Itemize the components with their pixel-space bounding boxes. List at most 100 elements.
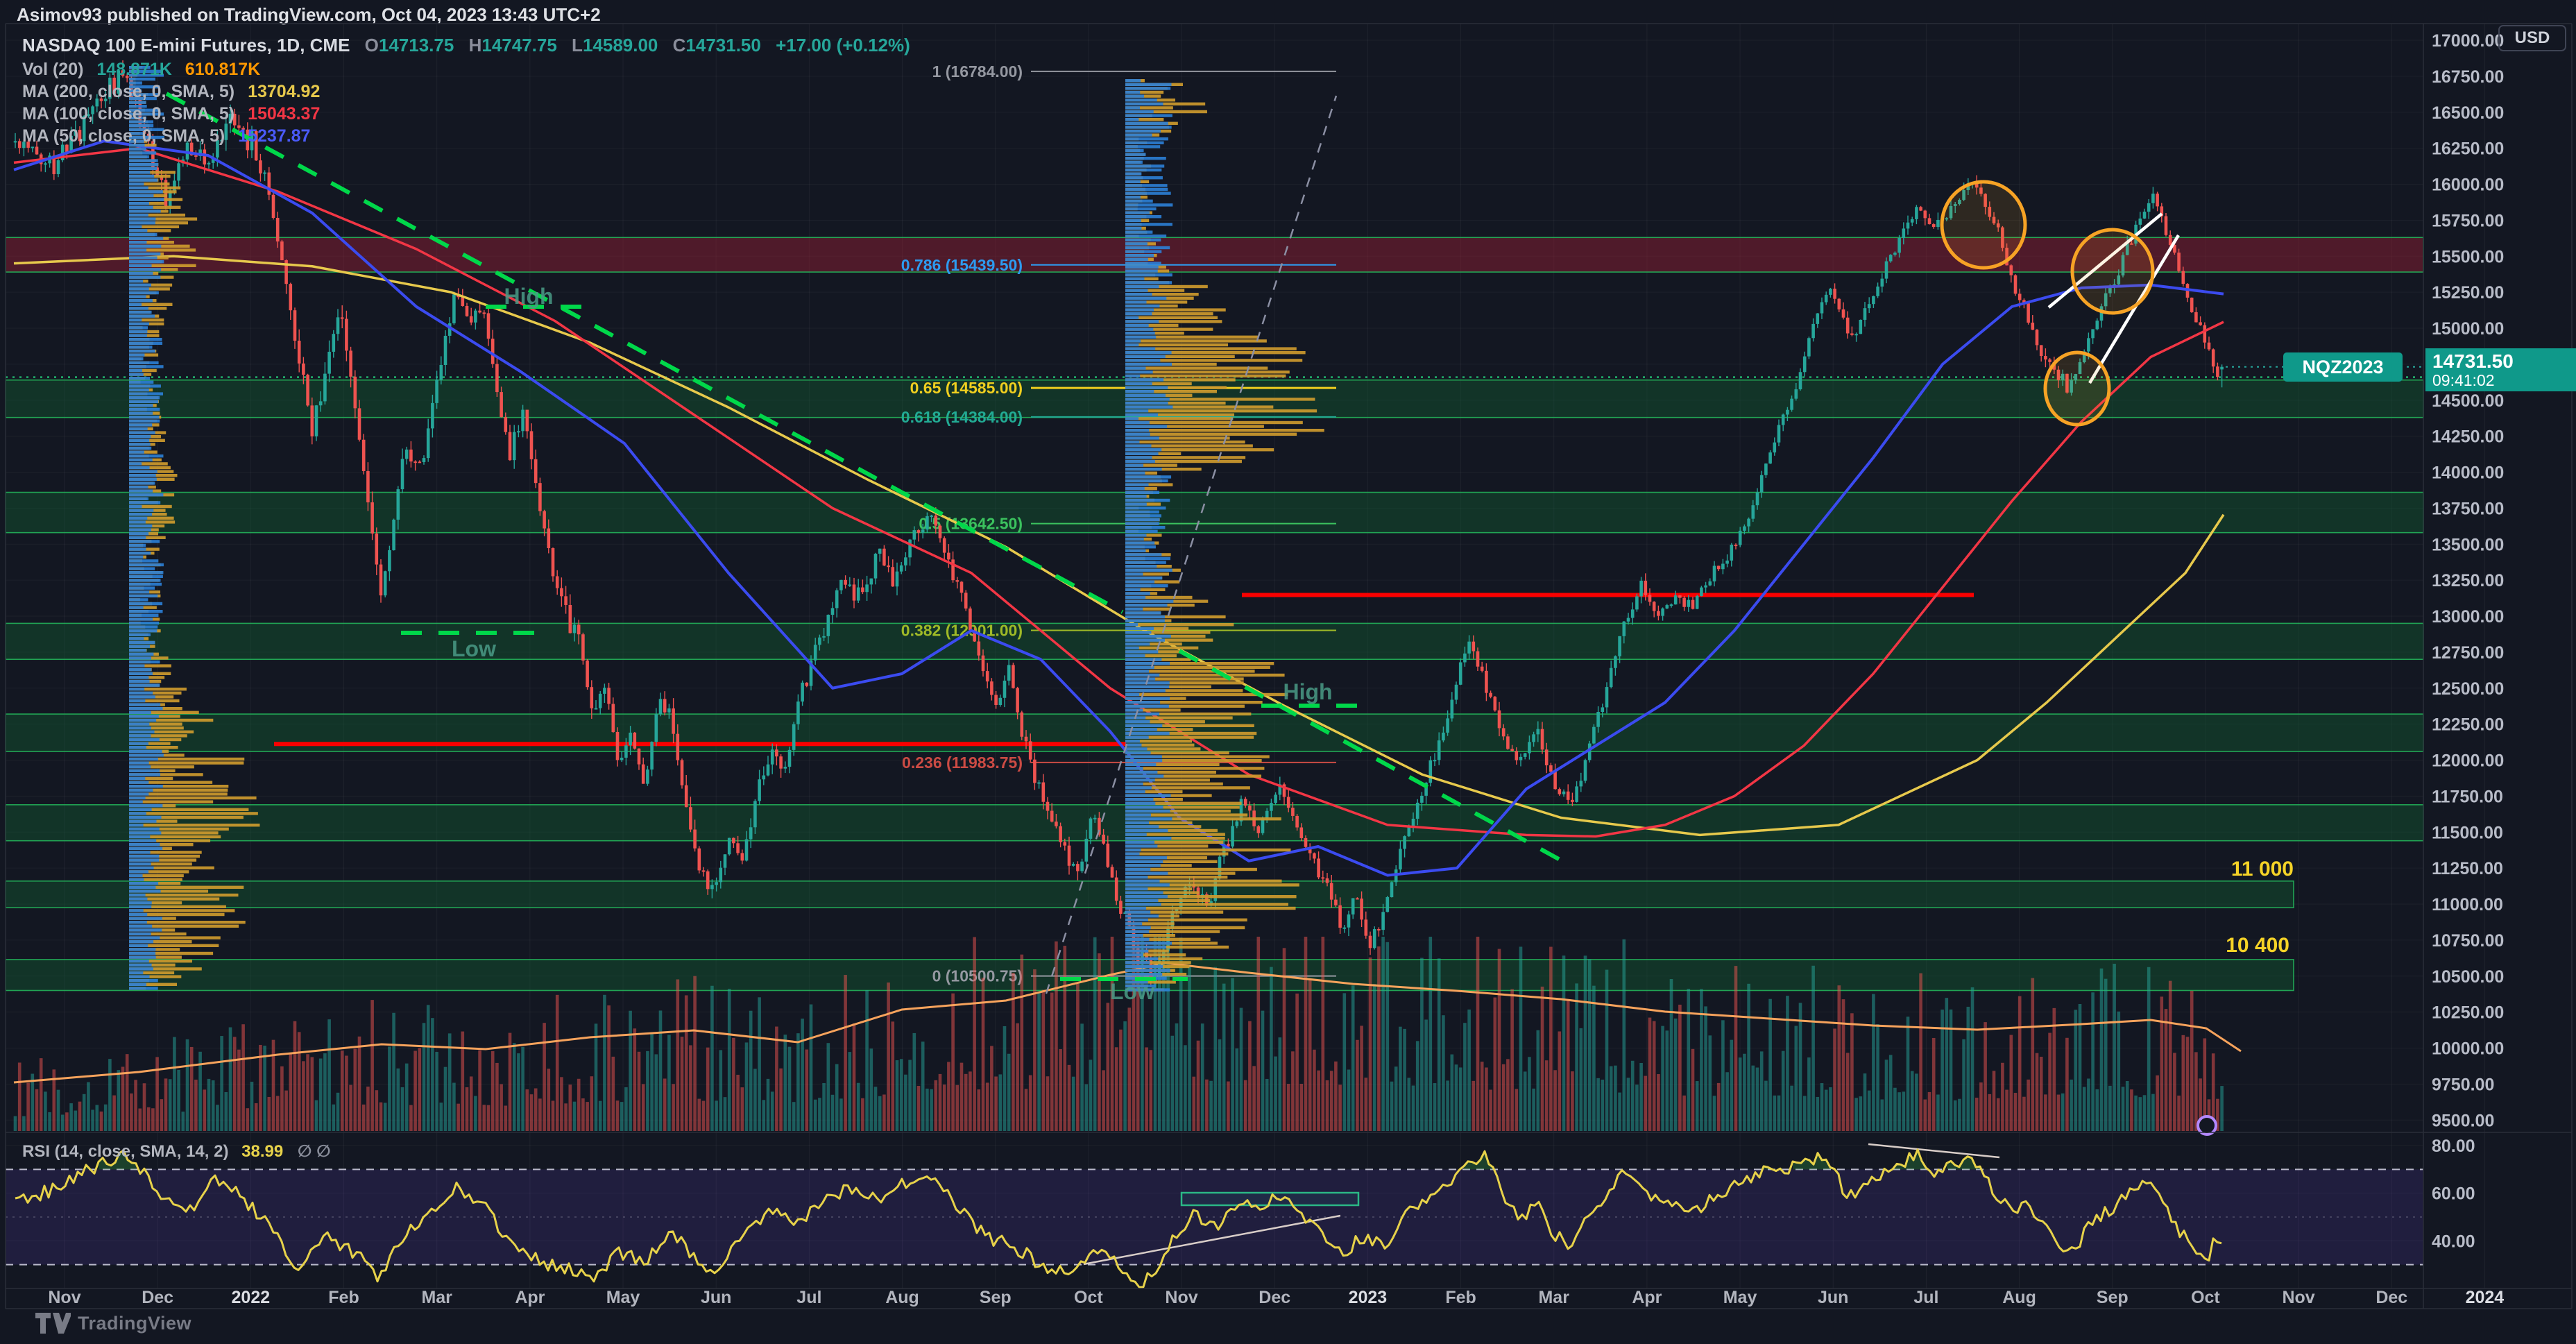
chart-text: 15500.00: [2432, 247, 2504, 266]
bar-marker-circle[interactable]: [2197, 1115, 2217, 1136]
chart-text: 80.00: [2432, 1137, 2475, 1156]
sr-zone: [5, 237, 2424, 273]
ma200-label: MA (200, close, 0, SMA, 5): [22, 82, 235, 101]
close-label: C: [672, 35, 686, 56]
open-label: O: [364, 35, 379, 56]
ma100-label: MA (100, close, 0, SMA, 5): [22, 104, 235, 124]
annotation-circle[interactable]: [1940, 180, 2027, 270]
ticker-price-pill: NQZ2023: [2283, 352, 2403, 382]
symbol-legend-row[interactable]: NASDAQ 100 E-mini Futures, 1D, CME O1471…: [22, 35, 910, 56]
chart-text: 2024: [2466, 1288, 2505, 1307]
chart-text: 15750.00: [2432, 211, 2504, 230]
chart-text: 13750.00: [2432, 499, 2504, 518]
chart-text: 12500.00: [2432, 679, 2504, 699]
ma100-legend-row[interactable]: MA (100, close, 0, SMA, 5) 15043.37: [22, 104, 320, 124]
chart-text: Jul: [796, 1288, 821, 1307]
chart-text: 2023: [1349, 1288, 1388, 1307]
chart-text: Dec: [142, 1288, 173, 1307]
rsi-value: 38.99: [241, 1142, 284, 1161]
ma100-value: 15043.37: [248, 104, 321, 124]
current-price-axis-badge: 14731.50 09:41:02: [2425, 348, 2576, 391]
tradingview-logo[interactable]: TradingView: [35, 1311, 191, 1335]
currency-label: USD: [2514, 28, 2550, 47]
annotation-circle[interactable]: [2070, 228, 2155, 315]
rsi-label: RSI (14, close, SMA, 14, 2): [22, 1142, 229, 1161]
chart-text: 16750.00: [2432, 67, 2504, 87]
annotation-circle[interactable]: [2043, 350, 2111, 427]
ticker-name: NQZ2023: [2302, 356, 2384, 377]
rsi-overbought-fill: [1793, 1152, 1834, 1170]
chart-text: Jun: [701, 1288, 731, 1307]
chart-text: 11750.00: [2432, 787, 2503, 806]
chart-text: Mar: [421, 1288, 452, 1307]
chart-text: 13250.00: [2432, 571, 2504, 590]
high-label: H: [468, 35, 482, 56]
ma100-line: [13, 146, 2224, 838]
chart-text: 10500.00: [2432, 967, 2504, 987]
chart-text: 12000.00: [2432, 751, 2504, 771]
chart-text: 60.00: [2432, 1184, 2475, 1204]
currency-toggle-button[interactable]: USD: [2498, 25, 2566, 51]
low-label: L: [572, 35, 583, 56]
symbol-title: NASDAQ 100 E-mini Futures, 1D, CME: [22, 35, 350, 56]
chart-text: Aug: [885, 1288, 919, 1307]
chart-text: 16000.00: [2432, 176, 2504, 195]
chart-text: Low: [1110, 979, 1154, 1004]
chart-text: Sep: [980, 1288, 1012, 1307]
rsi-legend-row[interactable]: RSI (14, close, SMA, 14, 2) 38.99 ∅ ∅: [22, 1141, 331, 1162]
volume-ma-value: 610.817K: [185, 60, 261, 79]
chart-text: 10000.00: [2432, 1039, 2504, 1059]
chart-text: May: [606, 1288, 640, 1307]
tradingview-logo-icon: [35, 1313, 71, 1334]
chart-text: Nov: [1165, 1288, 1197, 1307]
chart-text: 17000.00: [2432, 31, 2504, 51]
chart-text: 10750.00: [2432, 931, 2504, 951]
chart-text: Sep: [2097, 1288, 2129, 1307]
chart-text: 13500.00: [2432, 535, 2504, 554]
chart-text: 13000.00: [2432, 607, 2504, 627]
chart-text: 15250.00: [2432, 283, 2504, 303]
publisher-line: Asimov93 published on TradingView.com, O…: [17, 4, 601, 25]
rsi-hide-icons: ∅ ∅: [297, 1142, 331, 1161]
chart-text: Jun: [1818, 1288, 1848, 1307]
chart-text: Feb: [1445, 1288, 1476, 1307]
chart-text: 14000.00: [2432, 463, 2504, 483]
chart-text: Oct: [2191, 1288, 2220, 1307]
rsi-overbought-fill: [1893, 1149, 1926, 1170]
volume-ma-line: [13, 962, 2242, 1084]
tradingview-wordmark: TradingView: [78, 1312, 192, 1334]
chart-text: 14500.00: [2432, 391, 2504, 411]
ma200-line: [13, 255, 2225, 837]
chart-text: 0.618 (14384.00): [901, 408, 1023, 426]
volume-legend-row[interactable]: Vol (20) 148.871K 610.817K: [22, 60, 260, 80]
chart-text: 0.786 (15439.50): [901, 256, 1023, 274]
volume-label: Vol (20): [22, 60, 84, 79]
chart-text: Aug: [2002, 1288, 2036, 1307]
change-value: +17.00 (+0.12%): [776, 35, 910, 56]
chart-text: 0.236 (11983.75): [902, 754, 1023, 772]
current-price-value: 14731.50: [2432, 350, 2514, 372]
chart-text: Mar: [1538, 1288, 1569, 1307]
chart-text: 12750.00: [2432, 643, 2504, 663]
chart-text: Dec: [2375, 1288, 2407, 1307]
ma200-legend-row[interactable]: MA (200, close, 0, SMA, 5) 13704.92: [22, 82, 320, 102]
chart-text: 10250.00: [2432, 1003, 2504, 1023]
chart-text: 0 (10500.75): [932, 967, 1023, 985]
low-value: 14589.00: [582, 35, 658, 56]
chart-text: High: [504, 284, 553, 309]
chart-text: 0.65 (14585.00): [910, 379, 1023, 397]
chart-text: 11500.00: [2432, 823, 2503, 842]
chart-text: 15000.00: [2432, 319, 2504, 339]
ma50-legend-row[interactable]: MA (50, close, 0, SMA, 5) 15237.87: [22, 126, 310, 146]
chart-text: 16250.00: [2432, 139, 2504, 159]
ma50-label: MA (50, close, 0, SMA, 5): [22, 126, 225, 146]
volume-value: 148.871K: [96, 60, 172, 79]
chart-text: Nov: [2282, 1288, 2314, 1307]
chart-text: 12250.00: [2432, 715, 2504, 735]
chart-text: Feb: [328, 1288, 359, 1307]
chart-text: Apr: [1632, 1288, 1662, 1307]
high-value: 14747.75: [481, 35, 557, 56]
chart-text: 10 400: [2226, 934, 2289, 957]
